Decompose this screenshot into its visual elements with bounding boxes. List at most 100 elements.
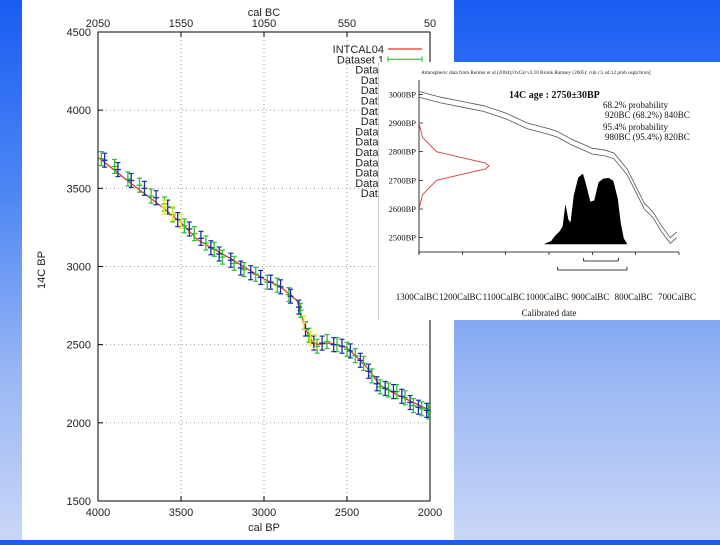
x-tick-label: 2000: [418, 507, 442, 519]
data-point: [128, 172, 135, 189]
data-point: [373, 376, 380, 392]
y-tick-label: 2900BP: [389, 118, 417, 128]
data-point: [415, 399, 422, 415]
data-point: [390, 383, 397, 400]
y-tick-label: 2500BP: [389, 233, 417, 243]
data-point: [197, 230, 204, 246]
data-point: [324, 333, 331, 350]
legend-entry: Datas: [355, 178, 384, 190]
data-point: [124, 171, 131, 187]
x2-tick-label: 2050: [86, 18, 110, 30]
data-point: [300, 315, 307, 331]
data-point: [114, 161, 121, 178]
data-point: [307, 330, 314, 347]
y-tick-label: 2000: [67, 418, 91, 430]
legend-entry: Dataset 1: [337, 54, 384, 66]
data-point: [227, 252, 234, 268]
y-tick-label: 1500: [67, 496, 91, 508]
data-point: [191, 226, 198, 242]
y-tick-label: 2800BP: [389, 147, 417, 157]
x-tick-label: 3000: [252, 507, 276, 519]
legend-entry: INTCAL04: [333, 44, 384, 56]
data-point: [153, 190, 160, 206]
x-axis-title: Calibrated date: [522, 308, 577, 318]
calibration-curve-lower: [418, 96, 678, 244]
data-point: [352, 348, 359, 364]
legend-entry: Datas: [355, 65, 384, 77]
data-point: [402, 390, 409, 406]
probability-text: 920BC (68.2%) 840BC: [605, 110, 690, 120]
data-point: [287, 288, 294, 304]
x-tick-label: 4000: [86, 507, 110, 519]
data-point: [241, 262, 248, 278]
x-axis-title: cal BP: [248, 522, 280, 534]
x-tick-label: 700CalBC: [658, 292, 696, 302]
data-point: [186, 221, 193, 237]
probability-text: 95.4% probability: [603, 122, 668, 132]
data-point: [141, 180, 148, 196]
probability-text: 980BC (95.4%) 820BC: [605, 132, 690, 142]
x2-tick-label: 50: [424, 18, 436, 30]
data-point: [385, 382, 392, 398]
data-point: [231, 255, 238, 271]
data-point: [136, 177, 143, 193]
data-point: [410, 398, 417, 414]
data-point: [257, 269, 264, 286]
x2-axis-title: cal BC: [248, 7, 280, 19]
x-tick-label: 1300CalBC: [396, 292, 439, 302]
x2-tick-label: 1550: [169, 18, 193, 30]
y-tick-label: 3500: [67, 183, 91, 195]
x-tick-label: 2500: [335, 507, 359, 519]
legend-entry: Datas: [355, 137, 384, 149]
posterior-distribution: [544, 173, 628, 245]
data-point: [216, 246, 223, 262]
data-point: [319, 335, 326, 351]
data-point: [407, 394, 414, 411]
y-tick-label: 2500: [67, 340, 91, 352]
data-point: [365, 363, 372, 379]
data-point: [202, 235, 209, 251]
x-tick-label: 3500: [169, 507, 193, 519]
data-point: [382, 380, 389, 397]
y-axis-title: 14C BP: [36, 251, 48, 289]
y-tick-label: 3000BP: [389, 89, 417, 99]
data-point: [347, 343, 354, 359]
y-tick-label: 4500: [67, 27, 91, 39]
data-point: [169, 205, 176, 221]
data-point: [357, 352, 364, 368]
data-point: [219, 249, 226, 265]
data-point: [207, 240, 214, 256]
legend-entry: Datas: [355, 147, 384, 159]
probability-text: 68.2% probability: [603, 100, 668, 110]
data-point: [174, 212, 181, 228]
calibration-curve-upper: [418, 91, 678, 239]
y-tick-label: 3000: [67, 262, 91, 274]
inset-header: Atmospheric data from Reimer et al (2004…: [421, 69, 651, 76]
legend-entry: Datas: [355, 168, 384, 180]
data-point: [398, 388, 405, 404]
data-point: [178, 213, 184, 229]
data-point: [344, 341, 350, 357]
legend-entry: Datas: [355, 126, 384, 138]
data-point: [247, 265, 254, 281]
x2-tick-label: 550: [338, 18, 356, 30]
data-point: [148, 188, 155, 204]
x-tick-label: 900CalBC: [571, 292, 609, 302]
data-point: [267, 274, 274, 290]
data-point: [274, 277, 281, 293]
data-point: [360, 355, 367, 372]
data-point: [418, 401, 425, 417]
data-point: [339, 338, 346, 354]
y-tick-label: 2700BP: [389, 175, 417, 185]
radiocarbon-distribution: [418, 122, 490, 210]
x-tick-label: 800CalBC: [615, 292, 653, 302]
data-point: [237, 260, 244, 276]
x-tick-label: 1000CalBC: [526, 292, 569, 302]
data-point: [312, 333, 319, 350]
data-point: [101, 152, 108, 168]
data-point: [98, 151, 105, 167]
x-tick-label: 1200CalBC: [439, 292, 482, 302]
data-point: [111, 158, 118, 175]
data-point: [181, 218, 188, 234]
y-tick-label: 2600BP: [389, 204, 417, 214]
